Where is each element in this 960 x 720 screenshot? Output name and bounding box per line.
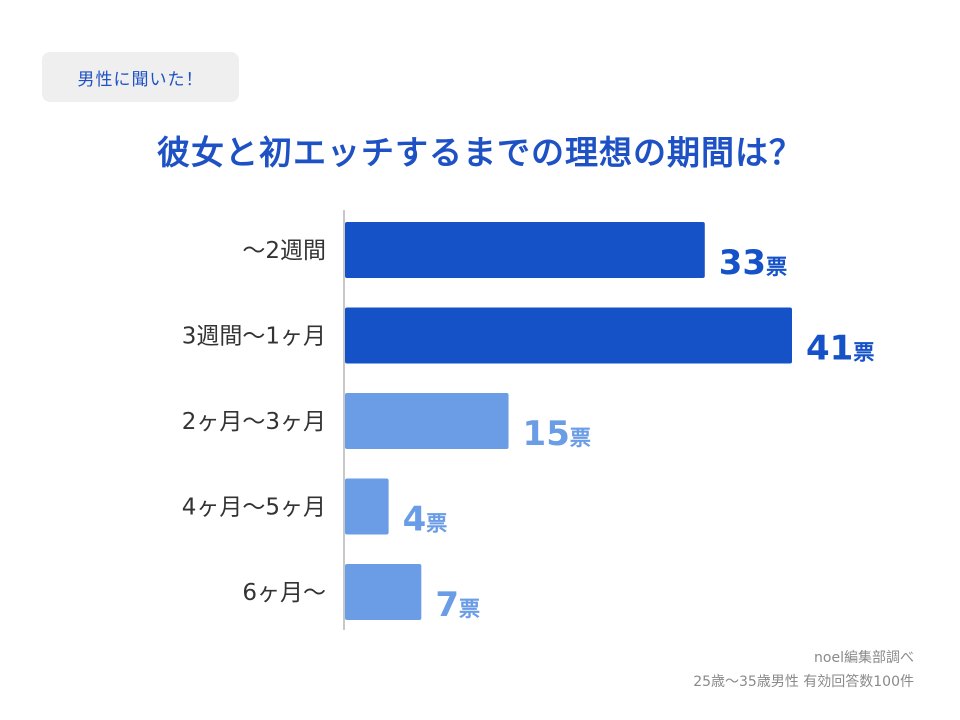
category-label: 2ヶ月～3ヶ月 xyxy=(182,409,326,435)
value-label: 41票 xyxy=(806,329,874,369)
category-label: 3週間～1ヶ月 xyxy=(182,324,326,350)
source-note: noel編集部調べ xyxy=(814,650,914,666)
value-label: 4票 xyxy=(403,500,448,540)
survey-badge-label: 男性に聞いた！ xyxy=(77,69,204,90)
category-label: 6ヶ月～ xyxy=(242,580,326,606)
value-label: 33票 xyxy=(719,243,787,283)
bar xyxy=(345,564,422,620)
value-label: 15票 xyxy=(523,414,591,454)
sample-note: 25歳～35歳男性 有効回答数100件 xyxy=(693,674,914,690)
bar xyxy=(345,222,705,278)
page-title: 彼女と初エッチするまでの理想の期間は？ xyxy=(157,133,803,172)
category-label: 4ヶ月～5ヶ月 xyxy=(182,495,326,521)
survey-badge: 男性に聞いた！ xyxy=(42,52,239,102)
bar xyxy=(345,307,792,364)
value-label: 7票 xyxy=(435,585,480,625)
bar xyxy=(345,478,389,535)
chart-footer: noel編集部調べ 25歳～35歳男性 有効回答数100件 xyxy=(693,646,914,694)
category-label: ～2週間 xyxy=(242,238,326,264)
bar xyxy=(345,393,509,449)
